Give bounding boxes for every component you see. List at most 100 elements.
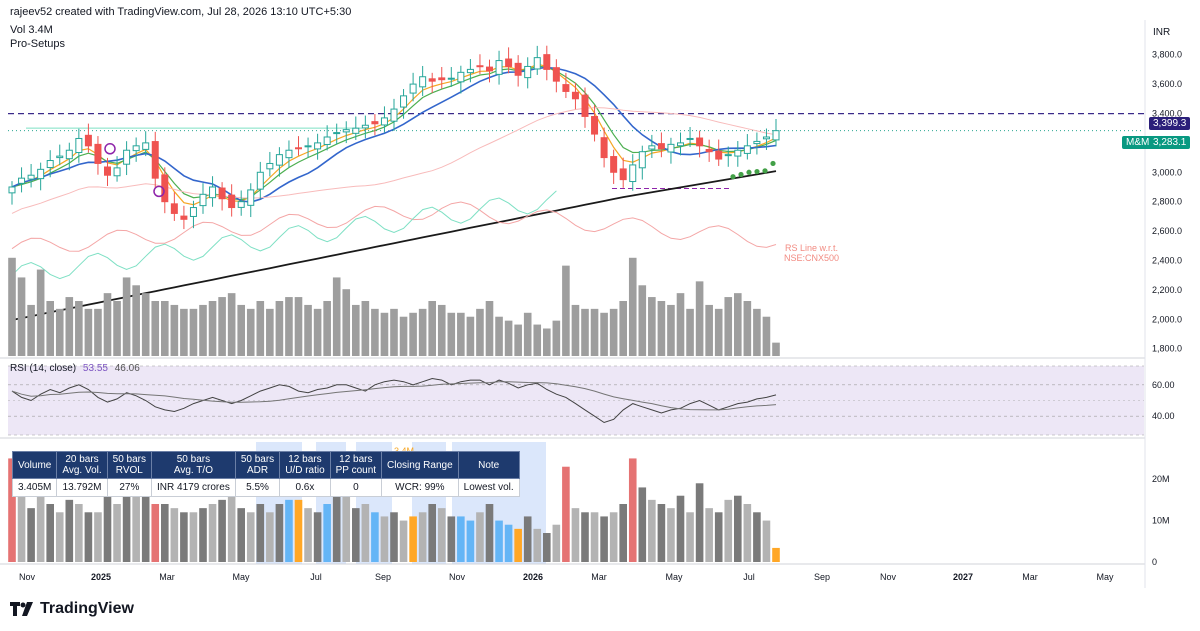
volume-pane-bar xyxy=(180,512,188,562)
volume-pane-bar xyxy=(8,458,16,562)
header-rvol: 50 bars RVOL xyxy=(106,451,153,479)
volume-pane-bar xyxy=(84,512,93,562)
candle-body xyxy=(65,149,73,160)
signal-dot xyxy=(738,171,744,178)
rsi-value-1: 53.55 xyxy=(82,363,108,374)
pivot-marker xyxy=(104,143,116,155)
volume-bar xyxy=(437,304,446,356)
candle-body xyxy=(743,145,751,154)
volume-bar xyxy=(199,304,207,356)
volume-pane-bar xyxy=(648,499,656,562)
volume-bar xyxy=(495,316,503,356)
candle-body xyxy=(686,137,694,140)
volume-bar xyxy=(648,297,656,356)
volume-pane-bar xyxy=(667,508,675,562)
volume-pane-bar xyxy=(55,512,64,562)
candle-body xyxy=(514,62,522,76)
x-axis-label: Mar xyxy=(591,572,607,582)
volume-bar xyxy=(75,301,83,356)
value-pp-count: 0 xyxy=(329,478,383,497)
tradingview-brand[interactable]: TradingView xyxy=(10,600,134,618)
value-avg-vol: 13.792M xyxy=(56,478,108,497)
candle-body xyxy=(237,201,245,208)
candle-body xyxy=(56,155,64,159)
candle-body xyxy=(142,142,150,150)
x-axis-label: Nov xyxy=(449,572,466,582)
volume-pane-bar xyxy=(772,547,780,562)
volume-bar xyxy=(533,324,542,356)
rsi-tick-label: 40.00 xyxy=(1152,411,1175,421)
volume-pane-bar xyxy=(237,508,245,562)
sma-pink-line xyxy=(11,107,777,214)
candle-body xyxy=(371,121,379,125)
volume-bar xyxy=(418,308,427,356)
candle-body xyxy=(314,142,322,150)
header-note: Note xyxy=(457,451,520,479)
volume-pane-bar xyxy=(600,516,608,562)
volume-pane-bar xyxy=(304,508,312,562)
signal-dot xyxy=(754,168,760,175)
volume-pane-bar xyxy=(285,499,293,562)
x-axis-label: May xyxy=(665,572,683,582)
volume-bar xyxy=(600,312,608,356)
volume-bar xyxy=(523,312,532,356)
volume-bar xyxy=(161,301,169,356)
volume-bar xyxy=(371,308,379,356)
volume-bar xyxy=(256,301,265,356)
candle-body xyxy=(524,65,532,79)
candle-body xyxy=(438,77,446,81)
pivot-marker xyxy=(153,185,165,198)
volume-pane-bar xyxy=(571,508,580,562)
volume-pane-bar xyxy=(141,495,150,562)
volume-pane-bar xyxy=(332,479,341,562)
volume-pane-bar xyxy=(399,520,408,562)
candle-body xyxy=(209,186,217,199)
volume-pane-bar xyxy=(371,512,379,562)
volume-pane-bar xyxy=(323,504,331,562)
candle-body xyxy=(84,134,92,147)
volume-bar xyxy=(313,308,322,356)
candle-body xyxy=(581,94,589,117)
volume-tick-label: 10M xyxy=(1152,516,1170,526)
volume-bar xyxy=(294,297,303,356)
candle-body xyxy=(505,58,513,67)
volume-pane-bar xyxy=(628,458,637,562)
price-tick-label: 2,200.0 xyxy=(1152,285,1182,295)
candle-body xyxy=(447,77,455,80)
volume-pane-bar xyxy=(361,504,370,562)
rsi-line xyxy=(11,377,777,424)
volume-pane-bar xyxy=(17,479,26,562)
resistance-price-badge: 3,399.3 xyxy=(1149,117,1191,130)
volume-pane-bar xyxy=(714,512,723,562)
volume-pane-bar xyxy=(762,520,771,562)
candle-body xyxy=(37,168,45,180)
volume-bar xyxy=(485,301,494,356)
candle-body xyxy=(94,143,102,164)
volume-bar xyxy=(705,304,713,356)
candle-body xyxy=(619,168,627,181)
volume-pane-bar xyxy=(218,499,226,562)
candle-body xyxy=(552,67,560,82)
price-tick-label: 2,600.0 xyxy=(1152,226,1182,236)
volume-pane-bar xyxy=(514,528,522,562)
volume-bar xyxy=(208,301,217,356)
price-tick-label: 3,000.0 xyxy=(1152,167,1182,177)
volume-pane-bar xyxy=(208,504,217,562)
volume-bar xyxy=(342,289,351,356)
stats-table: Volume 20 bars Avg. Vol. 50 bars RVOL 50 b… xyxy=(11,451,520,497)
header-closing-range: Closing Range xyxy=(381,451,459,479)
volume-pane-bar xyxy=(256,504,265,562)
candle-body xyxy=(113,167,121,177)
x-axis-label: Mar xyxy=(159,572,175,582)
candle-body xyxy=(266,162,274,170)
volume-pane-bar xyxy=(27,508,35,562)
volume-bar xyxy=(562,265,570,356)
volume-pane-bar xyxy=(447,516,456,562)
rsi-average-line xyxy=(11,381,777,411)
header-avg-vol: 20 bars Avg. Vol. xyxy=(56,451,108,479)
x-axis-label: Jul xyxy=(310,572,322,582)
candle-body xyxy=(753,140,761,145)
price-tick-label: 3,400.0 xyxy=(1152,108,1182,118)
volume-bar xyxy=(352,304,360,356)
